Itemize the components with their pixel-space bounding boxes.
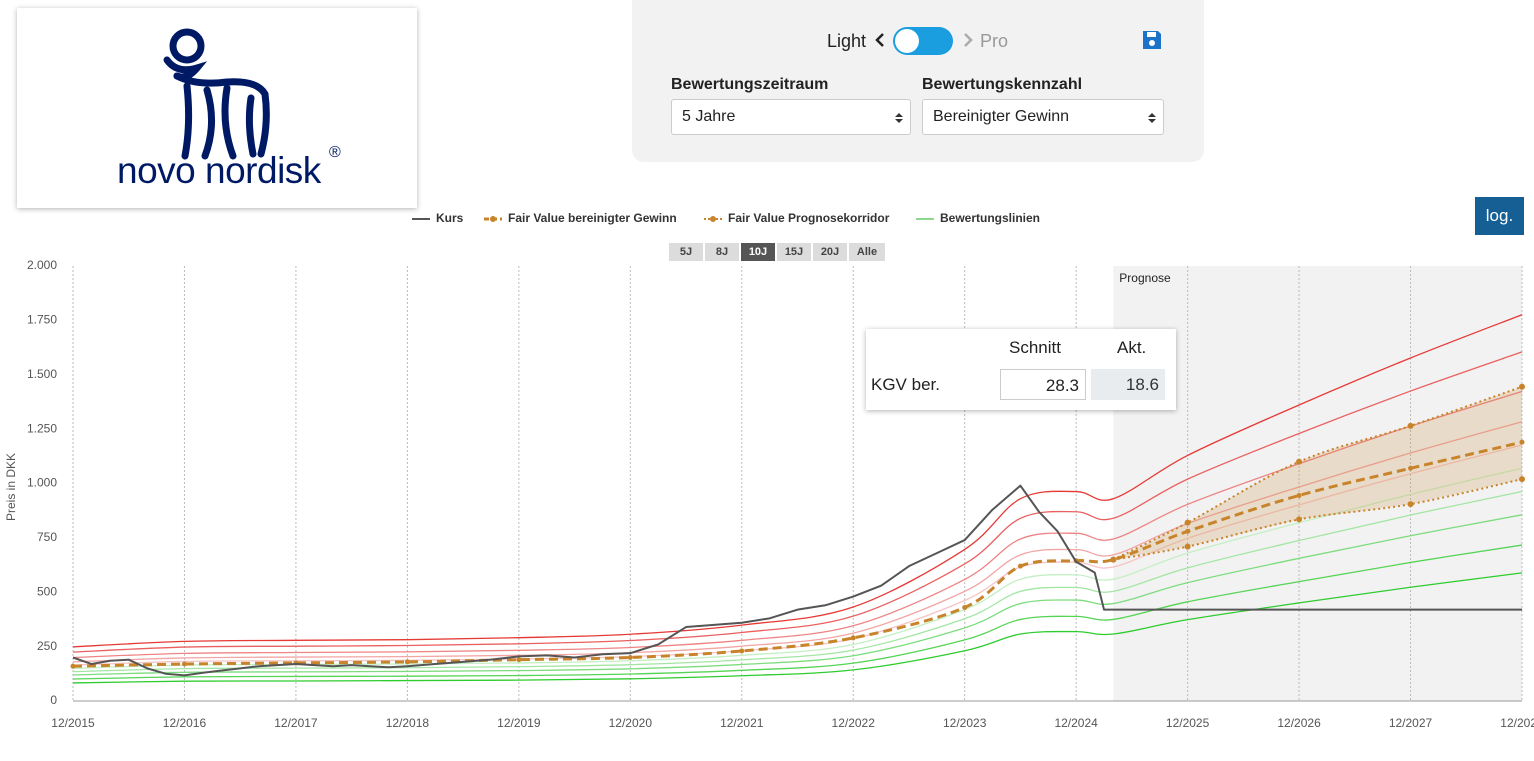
save-icon[interactable]	[1141, 29, 1163, 51]
valuation-line	[72, 467, 1523, 670]
metric-value: Bereinigter Gewinn	[933, 108, 1070, 125]
y-tick-label: 500	[37, 584, 57, 598]
legend-label: Fair Value Prognosekorridor	[728, 211, 890, 225]
chevron-right	[964, 33, 973, 47]
valuation-line	[72, 514, 1523, 676]
y-tick-label: 1.500	[27, 367, 57, 381]
y-tick-label: 750	[37, 530, 57, 544]
x-tick-label: 12/2015	[51, 716, 95, 730]
valuation-line	[72, 490, 1523, 673]
corridor-point	[1407, 501, 1414, 508]
x-tick-label: 12/2017	[274, 716, 318, 730]
fair-value-point	[516, 657, 522, 663]
x-tick-label: 12/2028	[1500, 716, 1534, 730]
y-tick-label: 1.750	[27, 313, 57, 327]
valuation-line	[72, 421, 1523, 663]
range-button[interactable]: 5J	[669, 243, 703, 261]
x-tick-label: 12/2020	[609, 716, 653, 730]
fair-value-point	[1408, 465, 1414, 471]
legend-label: Kurs	[436, 211, 464, 225]
corridor-point	[1184, 543, 1191, 550]
x-tick-label: 12/2027	[1389, 716, 1433, 730]
fair-value-point	[1110, 557, 1116, 563]
fair-value-point	[850, 635, 856, 641]
logo-card: novo nordisk ®	[17, 8, 417, 208]
prognosis-label: Prognose	[1119, 271, 1171, 285]
corridor-point	[1184, 519, 1191, 526]
legend-label: Bewertungslinien	[940, 211, 1040, 225]
chevron-left	[875, 33, 884, 47]
control-panel: Light Pro Bewertungszeitraum Bewertungsk…	[632, 0, 1204, 162]
current-value: 18.6	[1091, 369, 1165, 400]
range-button[interactable]: 15J	[777, 243, 811, 261]
corridor-point	[1519, 383, 1525, 390]
y-tick-label: 1.250	[27, 421, 57, 435]
x-tick-label: 12/2021	[720, 716, 764, 730]
fair-value-point	[627, 655, 633, 660]
header-current: Akt.	[1117, 338, 1147, 357]
fair-value-point	[404, 659, 410, 665]
range-button[interactable]: 10J	[741, 243, 775, 261]
corridor-point	[1407, 422, 1414, 429]
corridor-point	[1519, 476, 1525, 483]
range-button[interactable]: 8J	[705, 243, 739, 261]
valuation-line	[72, 351, 1523, 653]
legend-dot	[490, 216, 496, 222]
select-arrows	[1148, 113, 1156, 123]
x-tick-label: 12/2025	[1166, 716, 1210, 730]
fair-value-line	[72, 440, 1523, 668]
x-tick-label: 12/2022	[832, 716, 876, 730]
range-button[interactable]: 20J	[813, 243, 847, 261]
fair-value-point	[1185, 528, 1191, 534]
valuation-line	[72, 390, 1523, 659]
corridor-area	[1113, 386, 1522, 560]
corridor-point	[1296, 458, 1303, 465]
x-tick-label: 12/2016	[163, 716, 207, 730]
y-tick-label: 2.000	[27, 258, 57, 272]
header-avg: Schnitt	[1009, 338, 1061, 357]
price-line	[72, 484, 1522, 677]
corridor-point	[1296, 516, 1303, 523]
valuation-line	[72, 314, 1523, 648]
mode-light[interactable]: Light	[827, 31, 867, 51]
select-arrows	[895, 113, 903, 123]
fair-value-point	[70, 663, 76, 669]
x-tick-label: 12/2023	[943, 716, 987, 730]
range-button[interactable]: Alle	[849, 243, 885, 261]
y-tick-label: 1.000	[27, 476, 57, 490]
valuation-box: Schnitt Akt. KGV ber. 28.3 18.6	[866, 329, 1176, 410]
fair-value-point	[1519, 439, 1525, 445]
x-tick-label: 12/2026	[1277, 716, 1321, 730]
valuation-line	[72, 572, 1523, 684]
fair-value-point	[1296, 492, 1302, 498]
logo-text: novo nordisk	[117, 150, 321, 191]
period-label: Bewertungszeitraum	[671, 76, 829, 93]
period-value: 5 Jahre	[682, 108, 736, 125]
y-axis-label: Preis in DKK	[4, 453, 18, 521]
avg-input[interactable]: 28.3	[1000, 369, 1086, 400]
x-tick-label: 12/2024	[1054, 716, 1098, 730]
metric-select[interactable]: Bereinigter Gewinn	[922, 99, 1164, 135]
valuation-line	[72, 544, 1523, 680]
y-tick-label: 250	[37, 639, 57, 653]
row-label: KGV ber.	[871, 375, 940, 394]
fair-value-point	[962, 604, 968, 610]
metric-label: Bewertungskennzahl	[922, 76, 1083, 93]
logo-icon	[163, 28, 270, 160]
y-tick-label: 0	[50, 693, 57, 707]
fair-value-point	[739, 648, 745, 654]
x-tick-label: 12/2018	[386, 716, 430, 730]
mode-toggle[interactable]	[893, 27, 953, 55]
mode-pro[interactable]: Pro	[980, 31, 1009, 51]
legend-dot	[710, 216, 716, 222]
period-select[interactable]: 5 Jahre	[671, 99, 911, 135]
x-tick-label: 12/2019	[497, 716, 541, 730]
fair-value-point	[1017, 563, 1023, 569]
log-button[interactable]: log.	[1475, 197, 1524, 235]
logo-registered: ®	[329, 144, 341, 161]
legend-label: Fair Value bereinigter Gewinn	[508, 211, 677, 225]
fair-value-point	[181, 661, 187, 667]
